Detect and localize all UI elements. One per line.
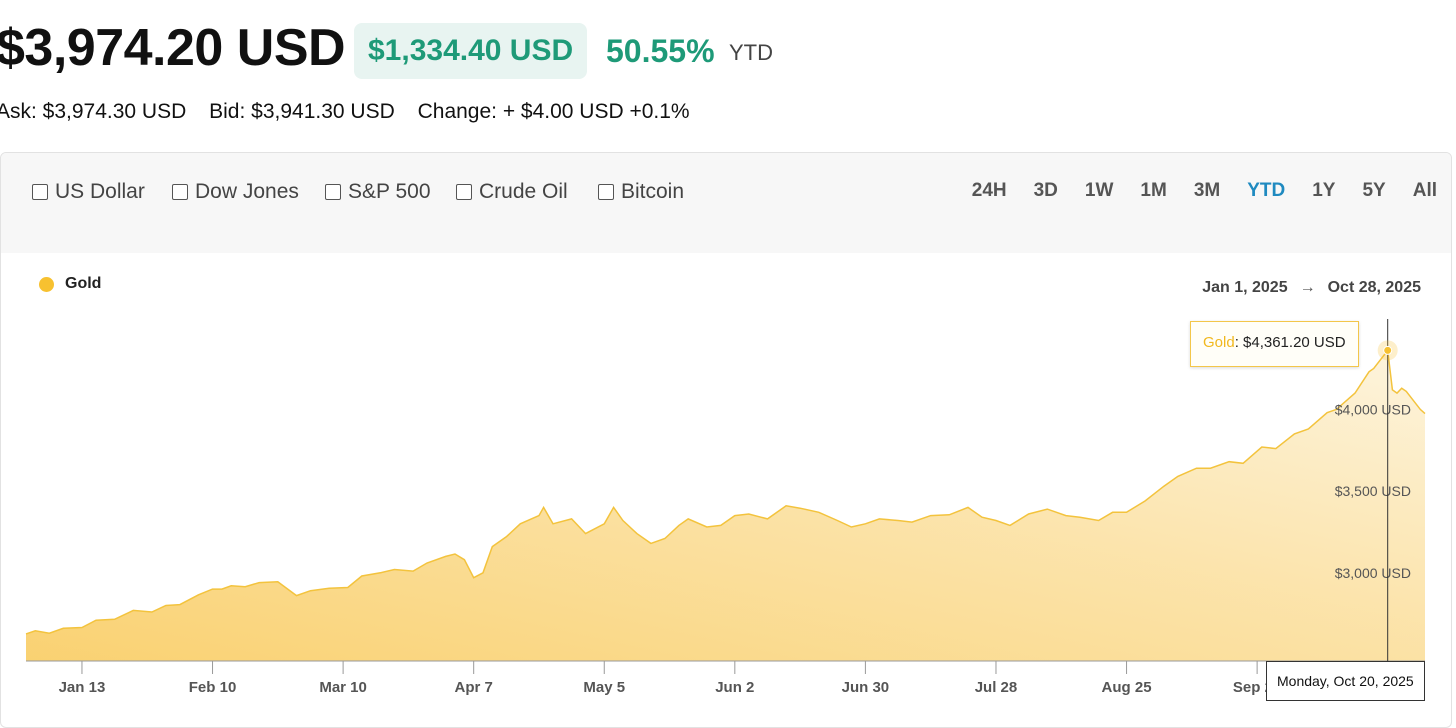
compare-label: Crude Oil — [479, 180, 568, 203]
gold-area-fill — [26, 350, 1425, 661]
quote-details: Ask: $3,974.30 USD Bid: $3,941.30 USD Ch… — [0, 100, 707, 124]
checkbox-icon[interactable] — [456, 184, 472, 200]
date-tooltip: Monday, Oct 20, 2025 — [1266, 661, 1425, 701]
tooltip-series: Gold — [1203, 334, 1235, 351]
daily-change: Change: + $4.00 USD +0.1% — [417, 100, 690, 123]
checkbox-icon[interactable] — [32, 184, 48, 200]
arrow-right-icon: → — [1299, 279, 1316, 296]
current-price: $3,974.20 USD — [0, 19, 346, 77]
range-ytd[interactable]: YTD — [1247, 180, 1286, 201]
compare-label: Dow Jones — [195, 180, 299, 203]
compare-us-dollar[interactable]: US Dollar — [32, 180, 145, 204]
chart-toolbar: US Dollar Dow Jones S&P 500 Crude Oil Bi… — [1, 153, 1451, 253]
ask-price: Ask: $3,974.30 USD — [0, 100, 187, 123]
gold-price-chart[interactable]: $3,000 USD $3,500 USD $4,000 USD Jan 13 Feb… — [1, 153, 1451, 727]
compare-label: S&P 500 — [348, 180, 431, 203]
date-to: Oct 28, 2025 — [1327, 279, 1421, 296]
compare-bitcoin[interactable]: Bitcoin — [598, 180, 684, 204]
compare-label: US Dollar — [55, 180, 145, 203]
y-tick-label: $4,000 USD — [1335, 401, 1411, 417]
date-from: Jan 1, 2025 — [1202, 279, 1288, 296]
y-tick-label: $3,500 USD — [1335, 483, 1411, 499]
tooltip-value: : $4,361.20 USD — [1234, 334, 1346, 351]
chart-legend: Gold — [39, 275, 101, 293]
range-1y[interactable]: 1Y — [1312, 180, 1336, 201]
gold-price-line — [25, 348, 1426, 635]
range-3d[interactable]: 3D — [1033, 180, 1058, 201]
period-label: YTD — [729, 40, 773, 65]
range-selector: 24H 3D 1W 1M 3M YTD 1Y 5Y All — [945, 180, 1437, 202]
gold-series-dot — [39, 276, 54, 292]
date-range: Jan 1, 2025 → Oct 28, 2025 — [1202, 279, 1421, 297]
checkbox-icon[interactable] — [325, 184, 341, 200]
x-tick-label: Jul 28 — [975, 679, 1018, 696]
hover-marker — [1383, 345, 1393, 355]
range-all[interactable]: All — [1412, 180, 1437, 201]
checkbox-icon[interactable] — [598, 184, 614, 200]
compare-crude-oil[interactable]: Crude Oil — [456, 180, 568, 204]
range-24h[interactable]: 24H — [971, 180, 1007, 201]
range-1m[interactable]: 1M — [1140, 180, 1167, 201]
bid-price: Bid: $3,941.30 USD — [209, 100, 395, 123]
value-tooltip: Gold: $4,361.20 USD — [1190, 321, 1359, 367]
x-tick-label: Jun 30 — [842, 679, 890, 696]
x-tick-label: Jun 2 — [715, 679, 754, 696]
range-5y[interactable]: 5Y — [1362, 180, 1386, 201]
compare-sp-500[interactable]: S&P 500 — [325, 180, 431, 204]
legend-label: Gold — [65, 275, 102, 292]
x-tick-label: Jan 13 — [59, 679, 106, 696]
x-tick-label: Apr 7 — [455, 679, 493, 696]
chart-panel: US Dollar Dow Jones S&P 500 Crude Oil Bi… — [0, 152, 1452, 728]
y-tick-label: $3,000 USD — [1335, 565, 1411, 581]
x-tick-label: Feb 10 — [189, 679, 237, 696]
x-tick-label: May 5 — [583, 679, 625, 696]
ytd-change-percent: 50.55% — [606, 33, 715, 69]
compare-label: Bitcoin — [621, 180, 685, 203]
ytd-change-amount: $1,334.40 USD — [354, 23, 588, 79]
x-tick-label: Mar 10 — [319, 679, 367, 696]
compare-dow-jones[interactable]: Dow Jones — [172, 180, 299, 204]
range-1w[interactable]: 1W — [1084, 180, 1114, 201]
checkbox-icon[interactable] — [172, 184, 188, 200]
range-3m[interactable]: 3M — [1193, 180, 1221, 201]
x-tick-label: Aug 25 — [1102, 679, 1152, 696]
